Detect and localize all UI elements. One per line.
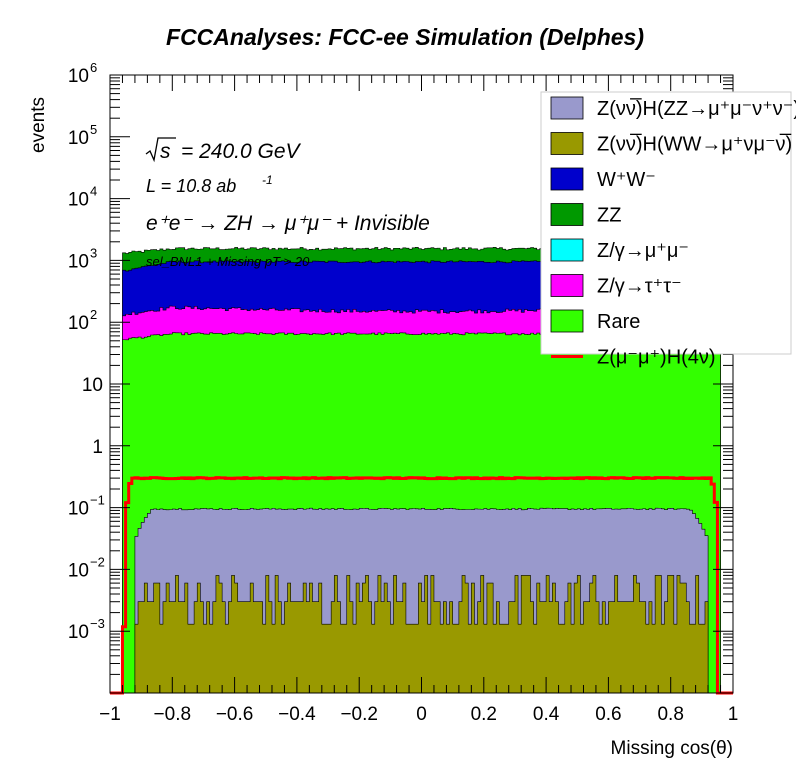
y-tick-exponent: 2 — [90, 307, 97, 322]
y-tick-exponent: −3 — [90, 616, 105, 631]
legend-label: Z(νν̅)H(ZZ→μ⁺μ⁻ν⁺ν⁻) — [597, 97, 796, 120]
x-tick-label: 0.4 — [533, 704, 560, 725]
x-tick-label: −0.8 — [154, 704, 192, 725]
y-tick-label: 10 — [68, 560, 89, 581]
lumi-exponent: -1 — [262, 173, 273, 187]
legend-label: Z/γ→μ⁺μ⁻ — [597, 240, 689, 262]
x-axis-label: Missing cos(θ) — [611, 738, 733, 759]
x-tick-label: −0.2 — [340, 704, 378, 725]
y-tick-exponent: 4 — [90, 184, 97, 199]
y-tick-label: 10 — [68, 622, 89, 643]
selection-label: sel_BNL1 + Missing pT > 20 — [146, 254, 310, 269]
series-6-area — [110, 575, 733, 694]
x-tick-label: −0.6 — [216, 704, 254, 725]
sqrt-s-value: = 240.0 GeV — [181, 140, 301, 163]
legend-swatch — [550, 96, 584, 120]
legend: Z(νν̅)H(ZZ→μ⁺μ⁻ν⁺ν⁻) Z(νν̅)H(WW→μ⁺νμ⁻ν̅) W… — [540, 91, 796, 369]
legend-swatch — [550, 203, 584, 226]
x-tick-label: 0.2 — [471, 704, 497, 725]
chart-title: FCCAnalyses: FCC-ee Simulation (Delphes) — [166, 24, 644, 50]
y-tick-label: 10 — [68, 313, 89, 334]
sqrt-symbol — [145, 137, 176, 163]
y-tick-exponent: −2 — [90, 554, 105, 569]
y-axis-label: events — [28, 97, 49, 153]
legend-swatch — [550, 238, 584, 262]
legend-swatch — [550, 309, 584, 333]
y-tick-exponent: −1 — [90, 493, 105, 508]
legend-swatch — [550, 167, 584, 191]
lumi-label: L = 10.8 ab — [146, 176, 236, 196]
y-tick-label: 10 — [68, 66, 89, 87]
x-tick-label: 0 — [416, 704, 427, 725]
y-tick-label: 10 — [68, 190, 89, 211]
legend-label: ZZ — [597, 205, 621, 227]
x-tick-label: 0.8 — [657, 704, 683, 725]
x-tick-label: −1 — [99, 704, 121, 725]
legend-swatch — [550, 274, 584, 297]
annotation-lumi: L = 10.8 ab -1 — [146, 173, 273, 196]
legend-label: Z(μ⁻μ⁺)H(4ν) — [597, 347, 716, 369]
x-tick-label: −0.4 — [278, 704, 316, 725]
y-tick-label: 10 — [68, 499, 89, 520]
y-tick-label: 10 — [68, 251, 89, 272]
y-tick-exponent: 3 — [90, 245, 97, 260]
legend-swatch — [550, 132, 584, 155]
y-tick-label: 10 — [68, 128, 89, 149]
legend-label: W⁺W⁻ — [597, 169, 656, 191]
process-label: e⁺e⁻ → ZH → μ⁺μ⁻ + Invisible — [146, 212, 430, 235]
annotation-sqrt-s: s = 240.0 GeV — [145, 137, 301, 163]
y-tick-label: 10 — [82, 375, 103, 396]
histogram-area — [110, 247, 733, 695]
legend-label: Rare — [597, 311, 640, 333]
y-tick-exponent: 6 — [90, 60, 97, 75]
signal-line — [110, 476, 733, 695]
y-tick-label: 1 — [92, 437, 103, 458]
x-tick-label: 1 — [728, 704, 739, 725]
legend-label: Z/γ→τ⁺τ⁻ — [597, 276, 682, 298]
x-tick-label: 0.6 — [595, 704, 621, 725]
sqrt-s-label: s — [160, 140, 171, 163]
y-tick-exponent: 5 — [90, 122, 97, 137]
legend-label: Z(νν̅)H(WW→μ⁺νμ⁻ν̅) — [597, 133, 792, 156]
